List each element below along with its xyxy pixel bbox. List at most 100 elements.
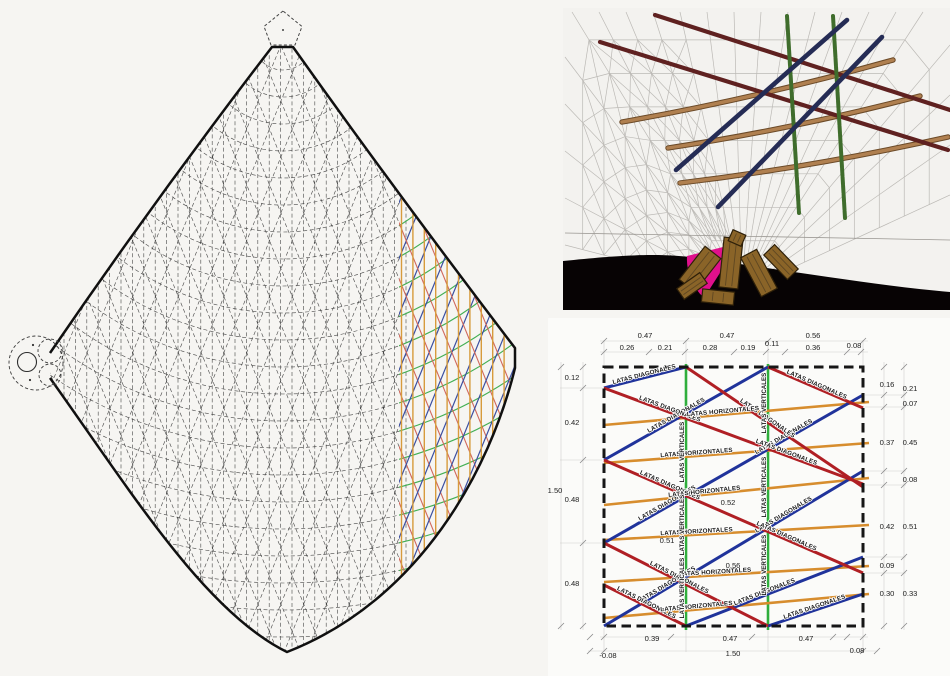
red-diagonal-line xyxy=(0,40,146,665)
green-horizontal-line xyxy=(399,140,515,580)
dim-interior: 0.52 xyxy=(721,498,736,507)
mesh-cross xyxy=(651,73,684,108)
mesh-cross xyxy=(682,73,694,107)
wood-block xyxy=(762,243,800,281)
mesh-ray xyxy=(741,11,843,292)
outer-dashed-circle xyxy=(8,335,64,391)
green-horizontal-line xyxy=(226,0,340,97)
maroon-diagonal-bar xyxy=(597,39,950,153)
dim-right-inner: 0.37 xyxy=(880,438,895,447)
red-diagonal-line xyxy=(399,140,515,580)
lata-diagonal-red xyxy=(603,583,687,628)
red-diagonal-line xyxy=(399,140,444,580)
lata-diagonal-blue xyxy=(603,365,687,390)
detail-dot xyxy=(28,378,32,382)
mesh-cross xyxy=(693,106,702,141)
pattern-drawing-panel xyxy=(0,0,517,665)
lata-diagonal-red xyxy=(767,365,864,410)
lata-horizontal xyxy=(603,523,870,542)
mesh-cross xyxy=(667,212,690,222)
mesh-cross xyxy=(667,212,690,250)
lower-dashed-circle xyxy=(38,363,62,387)
mesh-cross xyxy=(582,80,605,146)
mesh-ray xyxy=(741,11,762,292)
layout-diagram-panel: LATAS DIAGONALES LATAS DIAGONALES LATAS DI… xyxy=(548,318,950,676)
mesh-cross xyxy=(688,234,711,250)
mesh-cross xyxy=(646,231,668,242)
maroon-diagonal-bar xyxy=(652,12,950,113)
dim-bottom-row2: 0.08 xyxy=(850,646,865,655)
mesh-cross xyxy=(646,189,668,194)
red-diagonal-line xyxy=(437,140,515,580)
lata-horizontal xyxy=(603,400,870,427)
dim-top-row2: 0.19 xyxy=(741,343,756,352)
dim-bottom-row1: 0.39 xyxy=(645,634,660,643)
mesh-cross xyxy=(690,207,717,241)
green-horizontal-line xyxy=(399,140,515,580)
mesh-cross xyxy=(647,106,680,141)
tan-horizontal-bar xyxy=(620,58,895,124)
lata-vertical-label: LATAS VERTICALES xyxy=(679,422,686,483)
mesh-ring xyxy=(624,106,880,261)
mesh-cross xyxy=(670,173,700,208)
mesh-cross xyxy=(637,39,673,74)
solid-circle xyxy=(16,351,38,373)
mesh-cross xyxy=(629,106,647,165)
dim-interior: 0.51 xyxy=(660,536,675,545)
mesh-cross xyxy=(588,39,631,74)
pentagon-center-dot xyxy=(282,29,284,31)
pattern-interior xyxy=(0,0,515,665)
dim-right-outer: 0.45 xyxy=(903,438,918,447)
blue-diagonal-line xyxy=(0,40,146,665)
lata-diagonal-blue xyxy=(767,592,864,628)
green-horizontal-line xyxy=(399,140,515,341)
mesh-cross xyxy=(582,73,610,81)
green-horizontal-line xyxy=(399,140,515,530)
mesh-cross xyxy=(670,173,690,221)
mesh-cross xyxy=(651,39,663,74)
mesh-cross xyxy=(681,173,692,208)
render-3d xyxy=(563,8,950,310)
mesh-cross xyxy=(603,106,630,109)
dim-right-inner: 0.30 xyxy=(880,589,895,598)
dim-bottom-row1: 0.47 xyxy=(723,634,738,643)
mesh-cross xyxy=(624,136,647,191)
mesh-cross xyxy=(714,207,732,241)
green-horizontal-line xyxy=(399,140,515,287)
latas-lines xyxy=(603,364,870,630)
mesh-cross xyxy=(629,73,631,107)
red-diagonal-line xyxy=(460,140,515,580)
lata-diagonal-red xyxy=(603,541,769,628)
mesh-ray xyxy=(598,11,743,292)
dim-top-row2: 0.11 xyxy=(765,339,779,348)
wood-block xyxy=(700,288,736,306)
mesh-cross xyxy=(624,215,647,230)
mesh-cross xyxy=(714,207,722,241)
dim-interior: 0.56 xyxy=(726,561,741,570)
mesh-cross xyxy=(723,207,727,241)
dim-right-outer: 0.21 xyxy=(903,384,918,393)
dim-right-outer: 0.07 xyxy=(903,399,918,408)
kite-outline xyxy=(48,45,517,654)
mesh-cross xyxy=(582,207,605,256)
green-horizontal-line xyxy=(399,140,515,368)
dim-top-row2: 0.26 xyxy=(620,343,635,352)
mesh-cross xyxy=(672,73,702,108)
navy-diagonal-bar xyxy=(673,17,850,173)
dim-left-inner: 0.12 xyxy=(565,373,580,382)
mesh-cross xyxy=(625,164,647,168)
mesh-cross xyxy=(630,39,638,74)
green-horizontal-line xyxy=(172,0,394,151)
red-diagonal-line xyxy=(0,40,237,665)
mesh-cross xyxy=(646,189,668,233)
mesh-cross xyxy=(603,145,626,199)
blue-diagonal-line xyxy=(399,140,515,580)
lata-diagonal-blue xyxy=(603,469,864,628)
wood-blocks xyxy=(675,228,800,306)
circle-joint-detail xyxy=(8,335,64,391)
dashed-lattice xyxy=(50,47,412,652)
lata-vertical-label: LATAS VERTICALES xyxy=(761,535,768,596)
mesh-ray xyxy=(571,11,743,292)
wood-block xyxy=(675,271,709,301)
mesh-cross xyxy=(624,198,647,241)
